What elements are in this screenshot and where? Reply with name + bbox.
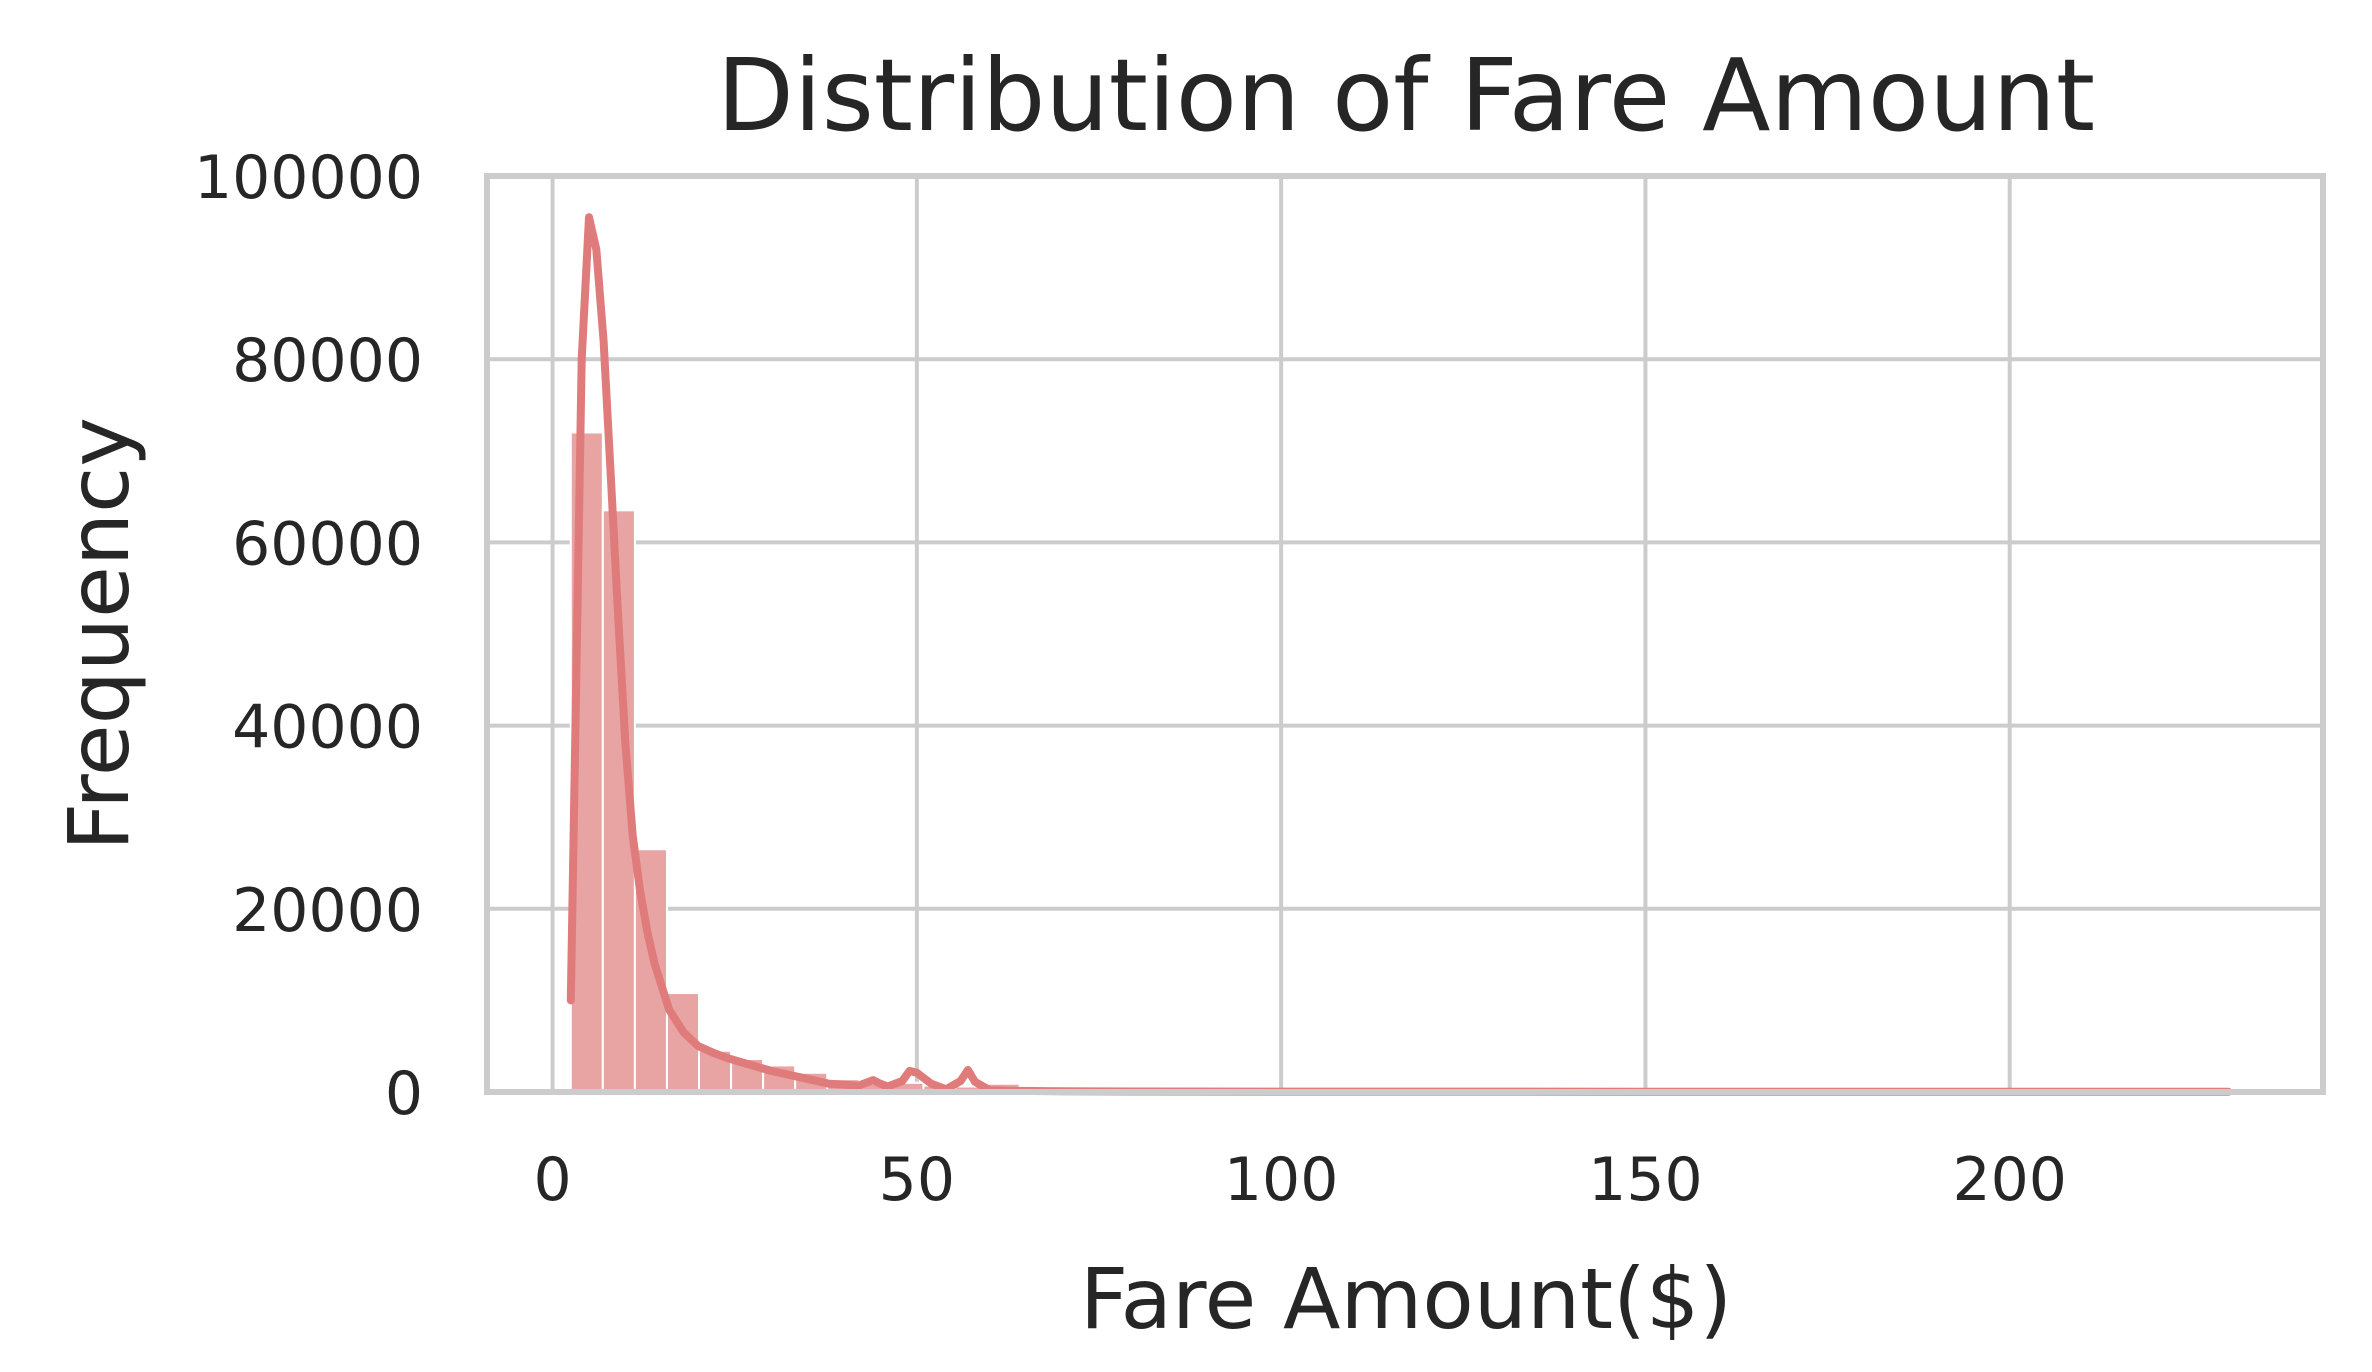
y-tick-label: 0: [385, 1059, 423, 1129]
histogram-bars: [569, 431, 2239, 1094]
y-axis-label: Frequency: [50, 417, 148, 851]
y-tick-label: 100000: [194, 143, 423, 213]
y-tick-label: 40000: [232, 693, 423, 763]
kde-curve: [566, 213, 2233, 1096]
y-tick-label: 60000: [232, 509, 423, 579]
y-tick-label: 80000: [232, 326, 423, 396]
chart-title: Distribution of Fare Amount: [717, 37, 2095, 154]
x-tick-label: 200: [1952, 1145, 2067, 1215]
y-tick-labels: 0 20000 40000 60000 80000 100000: [194, 143, 423, 1129]
x-tick-label: 150: [1588, 1145, 1703, 1215]
x-tick-label: 50: [879, 1145, 955, 1215]
x-tick-labels: 0 50 100 150 200: [533, 1145, 2067, 1215]
plot-frame: [484, 173, 2326, 1095]
x-tick-label: 100: [1224, 1145, 1339, 1215]
grid-lines: [487, 174, 2323, 1094]
y-tick-label: 20000: [232, 876, 423, 946]
x-tick-label: 0: [533, 1145, 571, 1215]
x-axis-label: Fare Amount($): [1080, 1250, 1732, 1348]
